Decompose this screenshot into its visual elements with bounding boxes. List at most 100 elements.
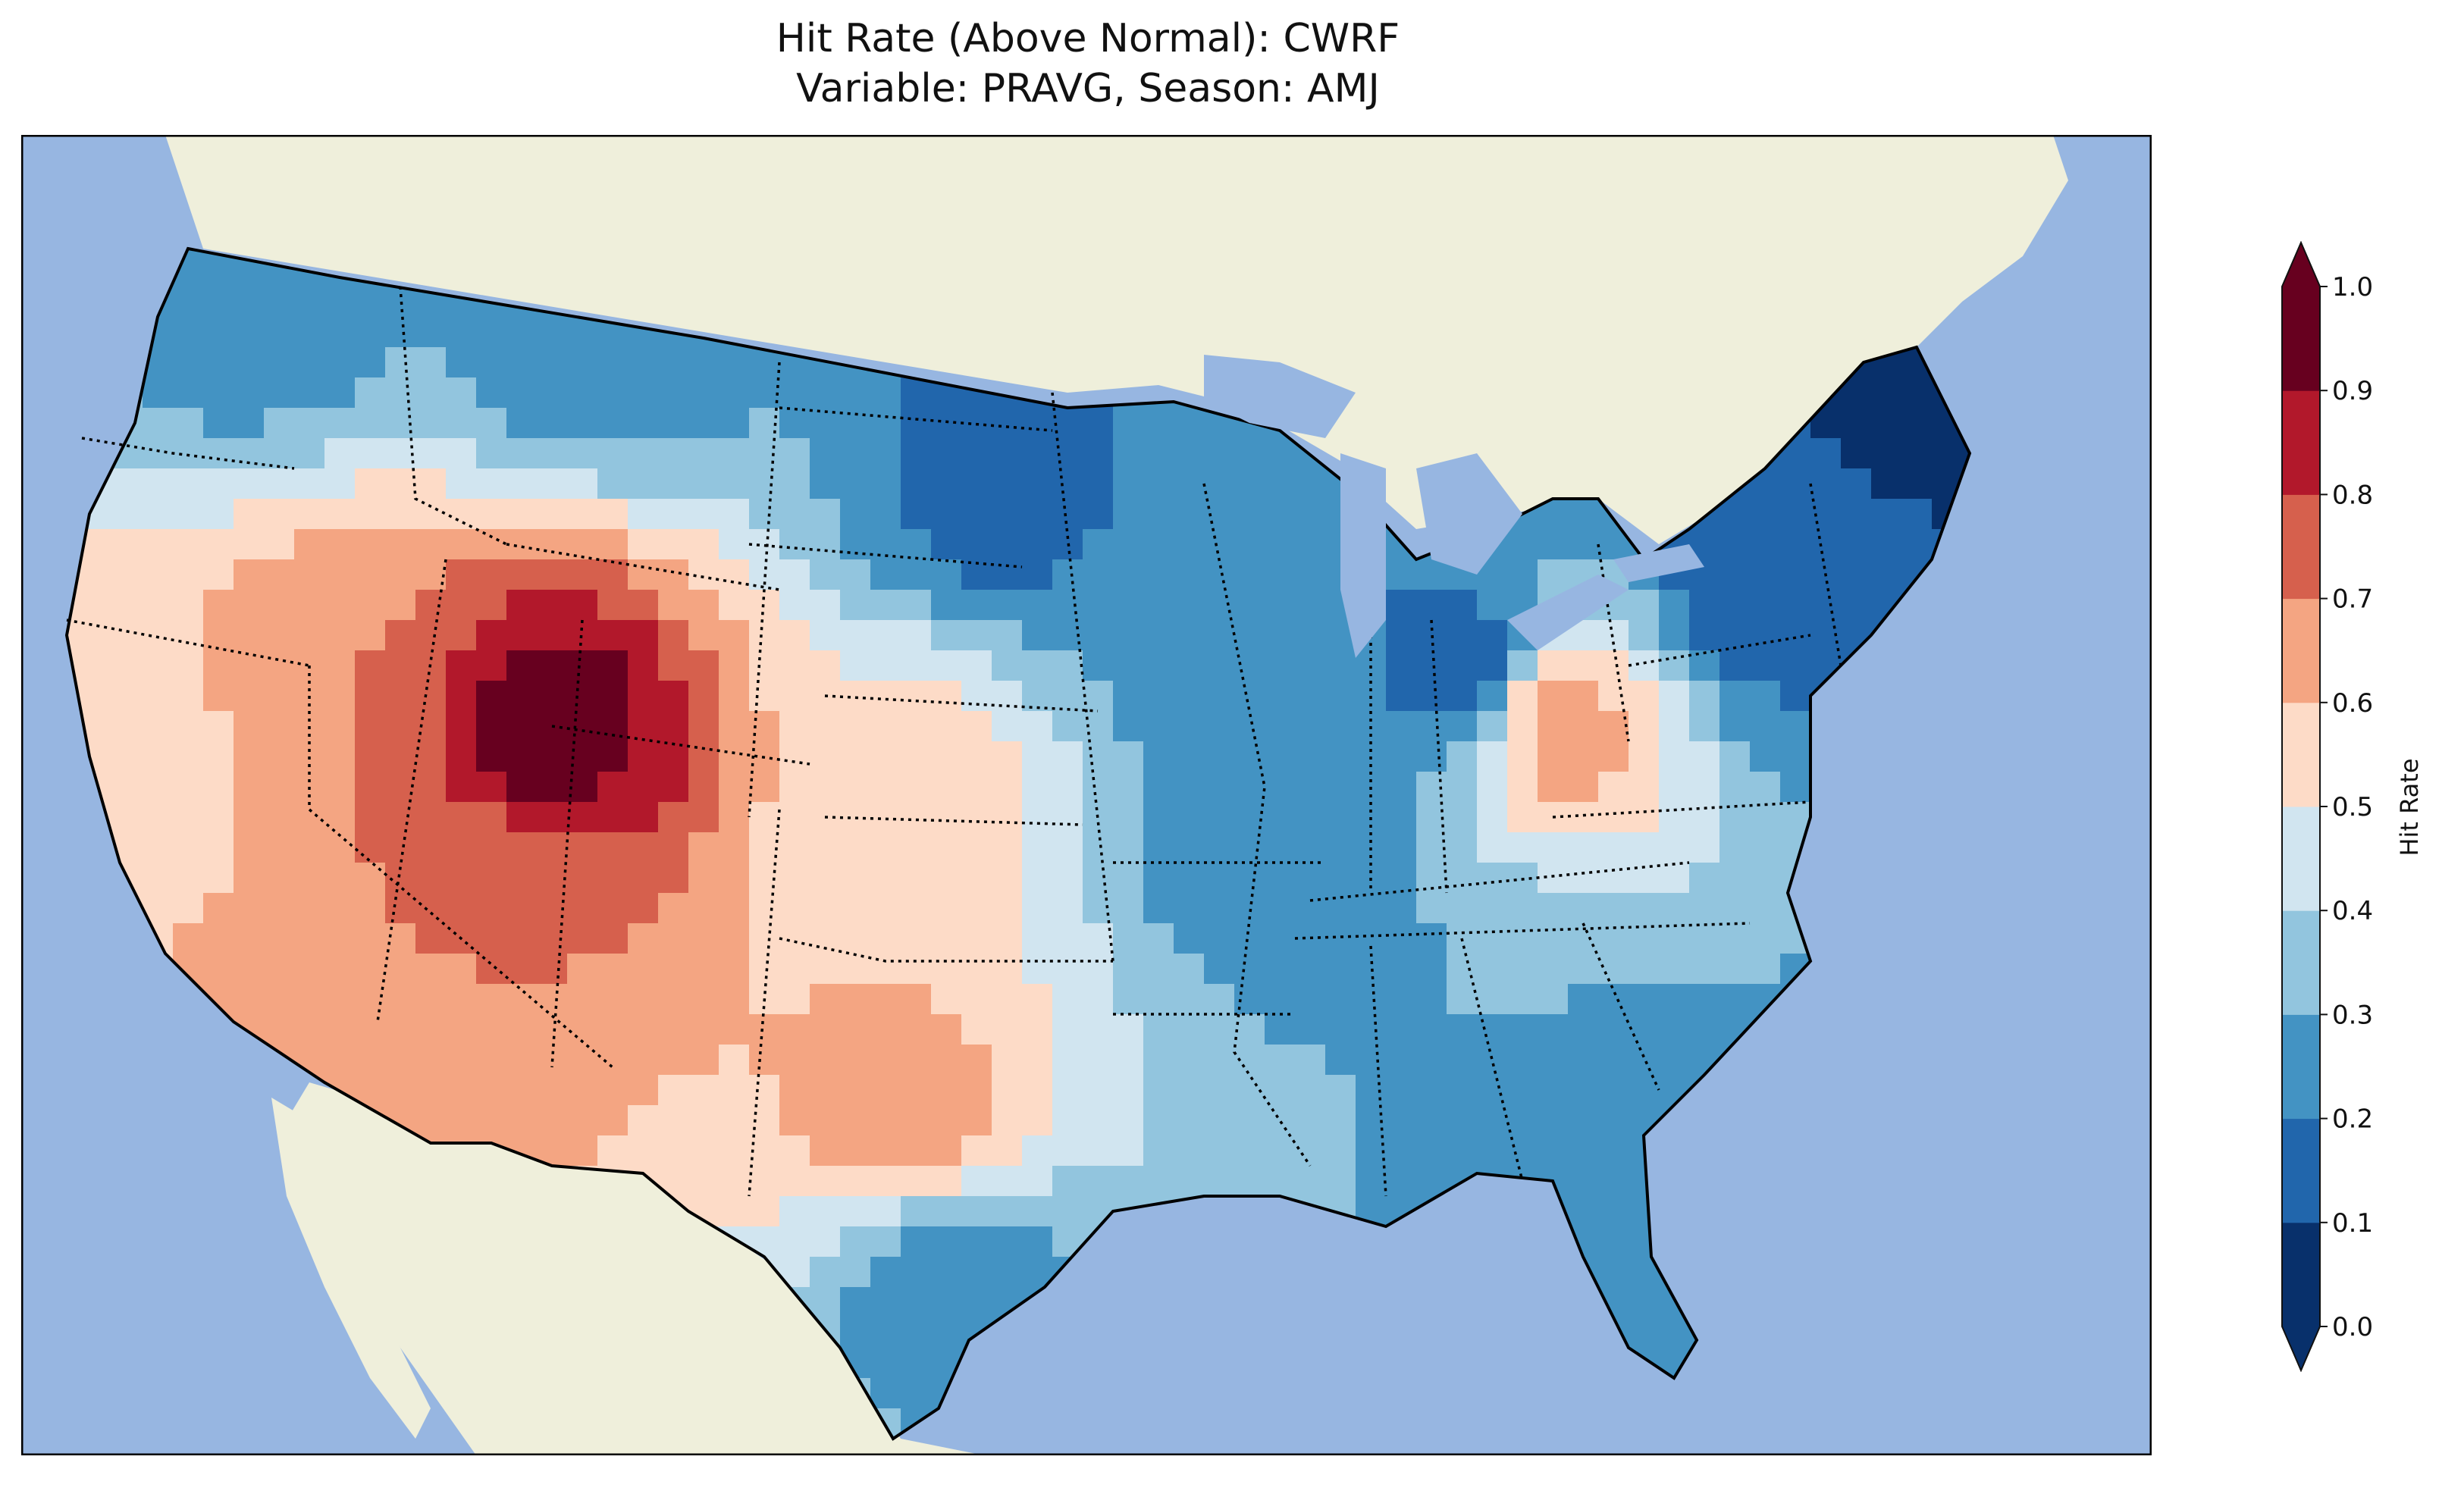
- hit-rate-cell: [931, 711, 962, 742]
- hit-rate-cell: [1386, 620, 1417, 651]
- hit-rate-cell: [992, 1166, 1023, 1197]
- hit-rate-cell: [506, 408, 538, 439]
- hit-rate-cell: [992, 1226, 1023, 1258]
- hit-rate-cell: [901, 499, 932, 530]
- hit-rate-cell: [1719, 650, 1751, 681]
- hit-rate-cell: [385, 499, 416, 530]
- hit-rate-cell: [203, 923, 234, 954]
- hit-rate-cell: [1325, 923, 1356, 954]
- hit-rate-cell: [1295, 954, 1326, 985]
- hit-rate-cell: [1507, 681, 1538, 712]
- hit-rate-cell: [1477, 984, 1508, 1015]
- hit-rate-cell: [870, 499, 901, 530]
- hit-rate-cell: [1265, 741, 1296, 772]
- hit-rate-cell: [1113, 559, 1144, 590]
- hit-rate-cell: [1204, 529, 1235, 560]
- hit-rate-cell: [961, 499, 992, 530]
- hit-rate-cell: [1447, 1075, 1478, 1106]
- hit-rate-cell: [688, 772, 719, 803]
- hit-rate-cell: [1113, 681, 1144, 712]
- hit-rate-cell: [1568, 832, 1599, 863]
- hit-rate-cell: [506, 1045, 538, 1076]
- hit-rate-cell: [1143, 650, 1174, 681]
- hit-rate-cell: [1143, 1014, 1174, 1045]
- hit-rate-cell: [1629, 590, 1660, 621]
- hit-rate-cell: [355, 559, 386, 590]
- hit-rate-cell: [719, 893, 750, 924]
- hit-rate-cell: [415, 529, 447, 560]
- hit-rate-cell: [143, 377, 174, 409]
- hit-rate-cell: [203, 377, 234, 409]
- hit-rate-cell: [476, 681, 507, 712]
- hit-rate-cell: [1871, 468, 1902, 500]
- hit-rate-cell: [1659, 832, 1690, 863]
- hit-rate-cell: [1538, 741, 1569, 772]
- hit-rate-cell: [1507, 1045, 1538, 1076]
- hit-rate-cell: [961, 438, 992, 469]
- hit-rate-cell: [749, 499, 780, 530]
- hit-rate-cell: [537, 923, 568, 954]
- hit-rate-cell: [1295, 559, 1326, 590]
- hit-rate-cell: [779, 1166, 810, 1197]
- hit-rate-cell: [658, 529, 689, 560]
- hit-rate-cell: [1234, 1166, 1265, 1197]
- hit-rate-cell: [476, 1014, 507, 1045]
- hit-rate-cell: [1416, 1014, 1447, 1045]
- hit-rate-cell: [537, 499, 568, 530]
- hit-rate-cell: [1598, 1257, 1629, 1288]
- hit-rate-cell: [628, 1135, 659, 1167]
- hit-rate-cell: [1143, 954, 1174, 985]
- hit-rate-cell: [324, 499, 356, 530]
- hit-rate-cell: [234, 590, 265, 621]
- hit-rate-cell: [203, 468, 234, 500]
- hit-rate-cell: [506, 347, 538, 378]
- hit-rate-cell: [992, 954, 1023, 985]
- hit-rate-cell: [1659, 650, 1690, 681]
- hit-rate-cell: [294, 317, 325, 348]
- hit-rate-cell: [1507, 954, 1538, 985]
- border-tn-south: [1294, 922, 1751, 940]
- hit-rate-cell: [961, 1226, 992, 1258]
- hit-rate-cell: [628, 772, 659, 803]
- hit-rate-cell: [931, 954, 962, 985]
- hit-rate-cell: [1447, 863, 1478, 894]
- hit-rate-cell: [597, 893, 629, 924]
- hit-rate-cell: [779, 620, 810, 651]
- hit-rate-cell: [446, 832, 477, 863]
- hit-rate-cell: [1629, 1287, 1660, 1318]
- hit-rate-cell: [749, 893, 780, 924]
- hit-rate-cell: [1143, 1166, 1174, 1197]
- hit-rate-cell: [1022, 741, 1053, 772]
- hit-rate-cell: [810, 468, 841, 500]
- hit-rate-cell: [1568, 1135, 1599, 1167]
- hit-rate-cell: [1719, 711, 1751, 742]
- hit-rate-cell: [1143, 1135, 1174, 1167]
- hit-rate-cell: [1689, 650, 1720, 681]
- hit-rate-cell: [597, 772, 629, 803]
- hit-rate-cell: [658, 1045, 689, 1076]
- hit-rate-cell: [688, 377, 719, 409]
- hit-rate-cell: [1295, 772, 1326, 803]
- hit-rate-cell: [779, 468, 810, 500]
- hit-rate-cell: [355, 772, 386, 803]
- hit-rate-cell: [1780, 499, 1811, 530]
- hit-rate-cell: [1022, 1166, 1053, 1197]
- hit-rate-cell: [1325, 772, 1356, 803]
- hit-rate-cell: [810, 438, 841, 469]
- hit-rate-cell: [1386, 711, 1417, 742]
- colorbar-tick-label: 0.5: [2332, 792, 2373, 822]
- hit-rate-cell: [415, 620, 447, 651]
- hit-rate-cell: [567, 711, 598, 742]
- hit-rate-cell: [1113, 832, 1144, 863]
- hit-rate-cell: [385, 1045, 416, 1076]
- hit-rate-cell: [688, 1075, 719, 1106]
- hit-rate-cell: [1022, 1075, 1053, 1106]
- hit-rate-cell: [143, 741, 174, 772]
- hit-rate-cell: [749, 863, 780, 894]
- hit-rate-cell: [1538, 984, 1569, 1015]
- hit-rate-cell: [810, 1257, 841, 1288]
- hit-rate-cell: [1265, 1166, 1296, 1197]
- hit-rate-cell: [234, 559, 265, 590]
- hit-rate-cell: [355, 620, 386, 651]
- hit-rate-cell: [1325, 681, 1356, 712]
